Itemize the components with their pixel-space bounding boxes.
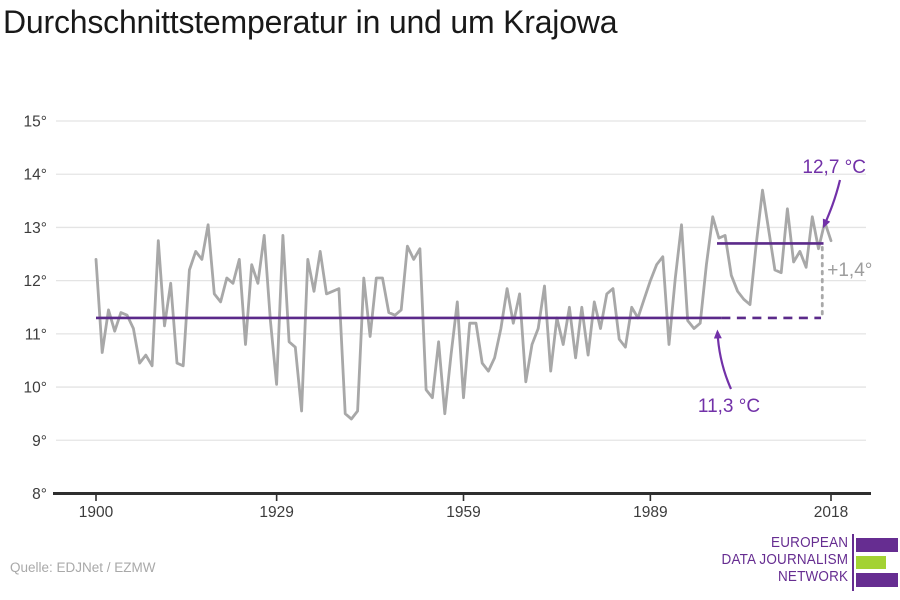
x-tick-label: 1929: [259, 504, 293, 521]
edjnet-logo-bar-green: [856, 555, 886, 570]
edjnet-logo-bars: [856, 538, 898, 591]
page-title: Durchschnittstemperatur in und um Krajow…: [3, 4, 618, 40]
y-tick-label: 8°: [32, 486, 47, 503]
x-tick-label: 1989: [633, 504, 667, 521]
edjnet-logo-line-2: DATA JOURNALISM: [721, 551, 848, 568]
arrow-to-baseline-mean: [713, 329, 733, 390]
arrow-to-recent-mean: [822, 179, 842, 229]
source-note: Quelle: EDJNet / EZMW: [10, 560, 156, 575]
y-tick-label: 11°: [25, 326, 47, 343]
y-tick-label: 14°: [24, 167, 47, 184]
y-tick-label: 10°: [24, 380, 47, 397]
edjnet-logo: EUROPEAN DATA JOURNALISM NETWORK: [680, 531, 900, 595]
edjnet-logo-bar-purple-bottom: [856, 573, 898, 587]
edjnet-logo-divider: [851, 534, 854, 591]
temperature-series-line: [94, 188, 833, 421]
edjnet-logo-text: EUROPEAN DATA JOURNALISM NETWORK: [721, 535, 848, 586]
y-tick-label: 9°: [32, 433, 47, 450]
y-tick-label: 13°: [24, 220, 47, 237]
x-tick-label: 1900: [79, 504, 114, 521]
recent-mean-label: 12,7 °C: [802, 157, 866, 178]
edjnet-logo-line-1: EUROPEAN: [770, 535, 848, 551]
edjnet-logo-line-3: NETWORK: [777, 568, 848, 585]
baseline-mean-label: 11,3 °C: [698, 396, 760, 417]
y-tick-label: 15°: [24, 114, 47, 131]
y-tick-label: 12°: [24, 273, 47, 290]
x-tick-label: 1959: [446, 504, 480, 521]
edjnet-logo-bar-purple-top: [856, 538, 898, 552]
x-tick-label: 2018: [814, 504, 848, 521]
delta-label: +1,4°: [827, 260, 872, 281]
